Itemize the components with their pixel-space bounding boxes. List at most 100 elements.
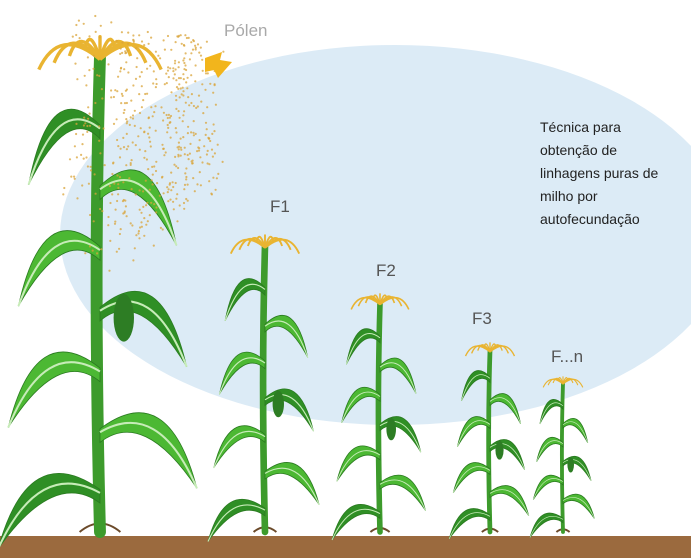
pollen-grain <box>69 158 71 160</box>
pollen-grain <box>200 55 202 57</box>
pollen-grain <box>212 92 214 94</box>
pollen-grain <box>94 102 96 104</box>
pollen-grain <box>88 69 90 71</box>
pollen-grain <box>81 184 83 186</box>
pollen-grain <box>159 195 161 197</box>
pollen-grain <box>139 189 141 191</box>
pollen-grain <box>83 158 85 160</box>
pollen-grain <box>104 164 106 166</box>
pollen-grain <box>205 134 207 136</box>
pollen-grain <box>190 41 192 43</box>
pollen-grain <box>194 80 196 82</box>
pollen-grain <box>190 131 192 133</box>
pollen-grain <box>119 176 121 178</box>
pollen-grain <box>122 95 124 97</box>
pollen-grain <box>173 164 175 166</box>
pollen-grain <box>200 184 202 186</box>
pollen-grain <box>114 221 116 223</box>
pollen-grain <box>172 70 174 72</box>
pollen-grain <box>170 115 172 117</box>
pollen-grain <box>163 154 165 156</box>
pollen-grain <box>194 45 196 47</box>
pollen-grain <box>200 101 202 103</box>
generation-label: F...n <box>551 347 583 366</box>
pollen-grain <box>99 36 101 38</box>
pollen-grain <box>137 232 139 234</box>
pollen-grain <box>124 200 126 202</box>
pollen-grain <box>113 123 115 125</box>
pollen-grain <box>124 102 126 104</box>
pollen-grain <box>147 133 149 135</box>
pollen-grain <box>135 144 137 146</box>
pollen-grain <box>74 178 76 180</box>
pollen-grain <box>117 183 119 185</box>
pollen-grain <box>161 176 163 178</box>
pollen-grain <box>140 212 142 214</box>
pollen-grain <box>192 39 194 41</box>
pollen-grain <box>155 78 157 80</box>
leaf <box>533 475 563 499</box>
pollen-grain <box>140 127 142 129</box>
pollen-grain <box>192 162 194 164</box>
pollen-grain <box>143 157 145 159</box>
pollen-grain <box>121 52 123 54</box>
pollen-grain <box>116 200 118 202</box>
pollen-grain <box>185 81 187 83</box>
pollen-grain <box>151 166 153 168</box>
pollen-grain <box>143 131 145 133</box>
pollen-grain <box>198 147 200 149</box>
pollen-grain <box>93 220 95 222</box>
pollen-grain <box>116 40 118 42</box>
pollen-grain <box>128 177 130 179</box>
pollen-grain <box>149 141 151 143</box>
pollen-grain <box>183 202 185 204</box>
pollen-grain <box>192 49 194 51</box>
pollen-grain <box>155 211 157 213</box>
pollen-grain <box>173 208 175 210</box>
pollen-grain <box>175 99 177 101</box>
pollen-grain <box>126 102 128 104</box>
pollen-grain <box>214 152 216 154</box>
pollen-grain <box>190 74 192 76</box>
pollen-grain <box>148 43 150 45</box>
pollen-grain <box>150 106 152 108</box>
pollen-grain <box>127 31 129 33</box>
pollen-grain <box>142 190 144 192</box>
pollen-grain <box>81 143 83 145</box>
pollen-grain <box>195 133 197 135</box>
ear <box>495 441 503 460</box>
pollen-grain <box>166 186 168 188</box>
pollen-grain <box>152 183 154 185</box>
pollen-grain <box>175 127 177 129</box>
pollen-grain <box>177 88 179 90</box>
leaf <box>8 352 100 428</box>
pollen-grain <box>217 144 219 146</box>
pollen-grain <box>201 59 203 61</box>
pollen-grain <box>172 201 174 203</box>
pollen-grain <box>123 109 125 111</box>
pollen-grain <box>148 116 150 118</box>
pollen-grain <box>134 125 136 127</box>
pollen-grain <box>126 133 128 135</box>
pollen-grain <box>170 189 172 191</box>
pollen-grain <box>178 83 180 85</box>
pollen-grain <box>185 52 187 54</box>
pollen-grain <box>167 191 169 193</box>
pollen-grain <box>168 188 170 190</box>
pollen-grain <box>167 200 169 202</box>
leaf <box>453 463 490 493</box>
pollen-grain <box>72 36 74 38</box>
pollen-grain <box>139 76 141 78</box>
pollen-grain <box>187 184 189 186</box>
pollen-grain <box>178 77 180 79</box>
pollen-grain <box>149 127 151 129</box>
pollen-grain <box>116 90 118 92</box>
pollen-grain <box>175 182 177 184</box>
pollen-grain <box>125 205 127 207</box>
pollen-grain <box>203 145 205 147</box>
pollen-grain <box>141 40 143 42</box>
pollen-grain <box>175 79 177 81</box>
pollen-grain <box>176 86 178 88</box>
pollen-grain <box>150 145 152 147</box>
pollen-grain <box>145 180 147 182</box>
